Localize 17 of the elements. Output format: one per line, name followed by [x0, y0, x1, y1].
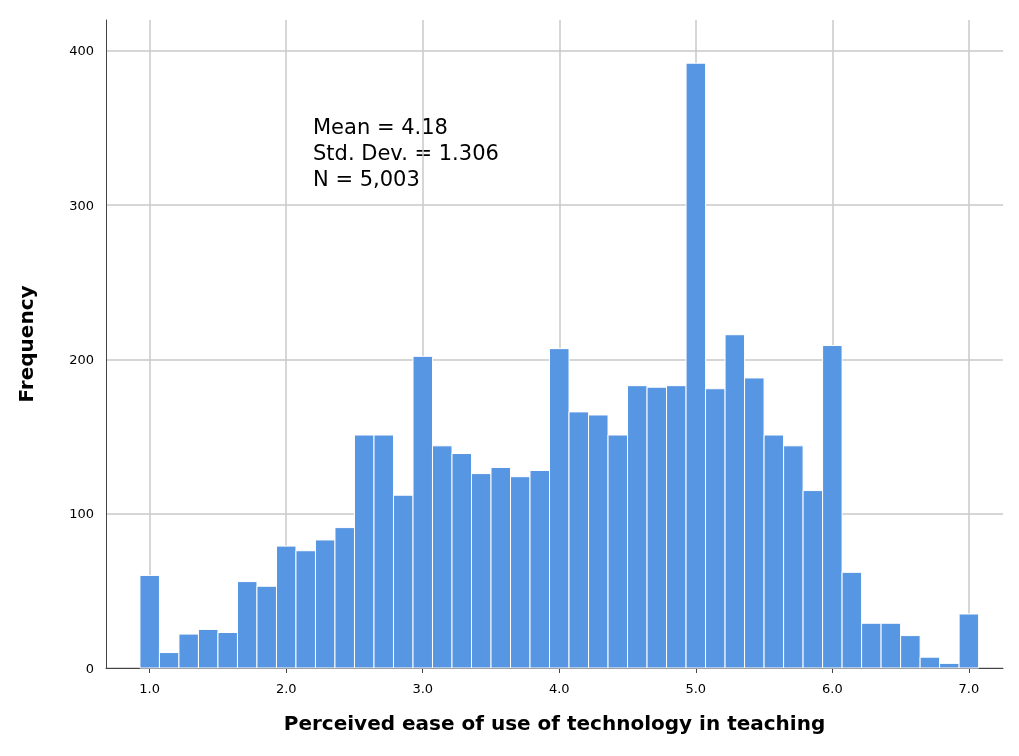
x-tick-label: 2.0	[275, 681, 297, 696]
y-tick-label: 300	[69, 197, 94, 213]
y-tick-label: 100	[69, 506, 94, 522]
x-tick-label: 1.0	[139, 681, 161, 696]
x-tick-label: 4.0	[548, 681, 570, 696]
x-tick-label: 5.0	[685, 681, 707, 696]
y-tick-label: 200	[69, 351, 94, 367]
x-axis-title: Perceived ease of use of technology in teaching	[283, 711, 826, 735]
y-tick-label: 400	[69, 43, 94, 59]
x-tick-label: 6.0	[821, 681, 843, 696]
x-tick-label: 7.0	[958, 681, 980, 696]
annotation: Std. Dev. = 1.306	[313, 141, 499, 165]
x-tick-label: 3.0	[412, 681, 434, 696]
annotation: N = 5,003	[313, 167, 420, 191]
y-tick-label: 0	[85, 660, 94, 676]
y-axis-title: Frequency	[14, 285, 38, 403]
annotation: Mean = 4.18	[313, 115, 448, 139]
